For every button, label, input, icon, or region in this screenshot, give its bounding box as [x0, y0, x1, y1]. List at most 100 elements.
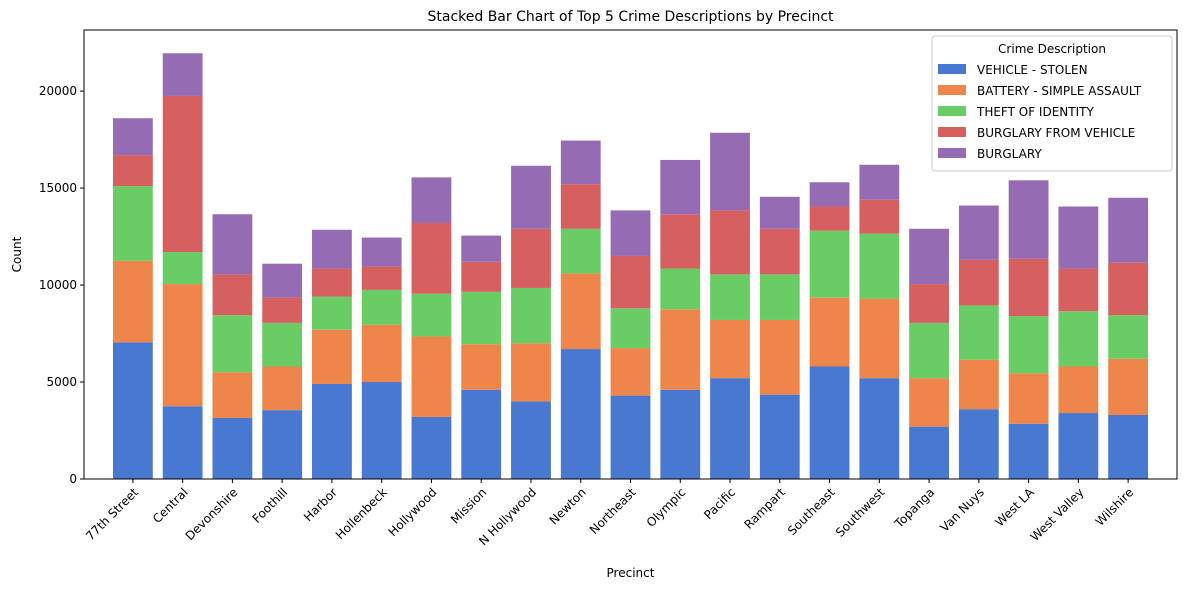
- bar-harbor-series-1: [312, 329, 352, 384]
- x-tick-label: Southwest: [833, 485, 888, 540]
- bar-harbor-series-3: [312, 268, 352, 297]
- bar-foothill-series-1: [262, 366, 303, 411]
- legend-label: THEFT OF IDENTITY: [976, 105, 1094, 119]
- x-tick-label: Southeast: [785, 485, 838, 538]
- bar-central-series-4: [162, 53, 203, 96]
- x-tick-label: Rampart: [741, 485, 788, 532]
- bar-hollenbeck-series-0: [361, 382, 402, 479]
- x-tick-label: Mission: [448, 485, 489, 526]
- x-tick-label: Northeast: [587, 485, 639, 537]
- x-tick-label: Harbor: [301, 485, 340, 524]
- bar-foothill-series-0: [262, 410, 303, 479]
- legend-swatch: [938, 106, 966, 116]
- bar-topanga-series-2: [909, 322, 949, 379]
- bar-southwest-series-1: [859, 298, 900, 379]
- y-axis-label: Count: [10, 236, 24, 272]
- bar-topanga-series-0: [909, 426, 949, 479]
- bar-hollenbeck-series-2: [361, 289, 402, 325]
- bar-rampart-series-4: [759, 196, 800, 229]
- bar-west-valley-series-0: [1058, 413, 1099, 479]
- legend-box: [931, 35, 1173, 172]
- bar-77th-street-series-4: [112, 118, 153, 156]
- bar-hollywood-series-2: [411, 293, 452, 337]
- bar-pacific-series-3: [710, 210, 750, 275]
- bar-southeast-series-4: [809, 182, 850, 207]
- bar-rampart-series-1: [759, 319, 800, 395]
- bar-mission-series-0: [461, 389, 502, 479]
- bar-harbor-series-2: [312, 296, 352, 330]
- bar-foothill-series-4: [262, 263, 303, 298]
- bar-hollenbeck-series-3: [361, 266, 402, 290]
- y-tick-label: 5000: [46, 375, 77, 389]
- bars-layer: [112, 53, 1149, 479]
- bar-devonshire-series-3: [212, 274, 253, 316]
- bar-west-valley-series-2: [1058, 311, 1099, 367]
- bar-foothill-series-3: [262, 297, 303, 323]
- bar-n-hollywood-series-3: [511, 228, 551, 288]
- bar-olympic-series-0: [660, 389, 701, 479]
- bar-van-nuys-series-3: [958, 259, 999, 306]
- bar-rampart-series-3: [759, 228, 800, 275]
- legend-swatch: [938, 127, 966, 137]
- bar-devonshire-series-1: [212, 372, 253, 418]
- x-tick-label: Wilshire: [1093, 485, 1136, 528]
- y-tick-label: 10000: [39, 278, 77, 292]
- bar-pacific-series-0: [710, 378, 750, 479]
- bar-van-nuys-series-1: [958, 359, 999, 410]
- y-tick-label: 15000: [39, 181, 77, 195]
- bar-southeast-series-0: [809, 366, 850, 479]
- bar-harbor-series-0: [312, 383, 352, 479]
- bar-hollywood-series-0: [411, 416, 452, 479]
- bar-southeast-series-1: [809, 297, 850, 367]
- legend-swatch: [938, 148, 966, 158]
- x-tick-label: Hollywood: [386, 485, 440, 539]
- bar-southwest-series-4: [859, 164, 900, 200]
- bar-olympic-series-1: [660, 309, 701, 390]
- bar-mission-series-1: [461, 344, 502, 390]
- bar-pacific-series-1: [710, 319, 750, 379]
- bar-pacific-series-2: [710, 274, 750, 320]
- bar-wilshire-series-3: [1108, 262, 1149, 316]
- bar-mission-series-4: [461, 235, 502, 262]
- x-tick-label: Newton: [547, 485, 589, 527]
- bar-mission-series-3: [461, 261, 502, 292]
- bar-newton-series-3: [560, 184, 601, 229]
- bar-hollenbeck-series-1: [361, 324, 402, 383]
- bar-topanga-series-1: [909, 378, 949, 427]
- bar-van-nuys-series-2: [958, 305, 999, 360]
- legend-label: BURGLARY FROM VEHICLE: [977, 126, 1135, 140]
- x-tick-label: West LA: [993, 485, 1038, 530]
- bar-west-la-series-0: [1008, 423, 1049, 479]
- bar-hollenbeck-series-4: [361, 237, 402, 267]
- bar-southwest-series-2: [859, 233, 900, 299]
- bar-n-hollywood-series-2: [511, 287, 551, 344]
- bar-northeast-series-3: [610, 255, 651, 309]
- x-tick-label: West Valley: [1028, 485, 1087, 544]
- bar-77th-street-series-0: [112, 342, 153, 479]
- bar-west-la-series-4: [1008, 180, 1049, 259]
- x-tick-label: Pacific: [701, 485, 738, 522]
- bar-newton-series-4: [560, 140, 601, 185]
- bar-hollywood-series-4: [411, 177, 452, 223]
- x-tick-label: Topanga: [891, 485, 937, 531]
- legend-swatch: [938, 64, 966, 74]
- bar-hollywood-series-1: [411, 336, 452, 417]
- legend-items: VEHICLE - STOLEN BATTERY - SIMPLE ASSAULT…: [938, 63, 1142, 161]
- bar-n-hollywood-series-0: [511, 401, 551, 479]
- bar-topanga-series-3: [909, 284, 949, 323]
- bar-west-la-series-3: [1008, 258, 1049, 317]
- bar-hollywood-series-3: [411, 222, 452, 294]
- bar-northeast-series-4: [610, 210, 651, 256]
- bar-wilshire-series-4: [1108, 197, 1149, 263]
- bar-devonshire-series-0: [212, 417, 253, 479]
- bar-newton-series-2: [560, 228, 601, 274]
- x-tick-label: Central: [150, 485, 191, 526]
- bar-rampart-series-0: [759, 394, 800, 479]
- bar-topanga-series-4: [909, 228, 949, 285]
- bar-southwest-series-3: [859, 199, 900, 234]
- x-tick-label: Foothill: [250, 485, 291, 526]
- bar-west-la-series-1: [1008, 373, 1049, 424]
- bar-central-series-1: [162, 284, 203, 407]
